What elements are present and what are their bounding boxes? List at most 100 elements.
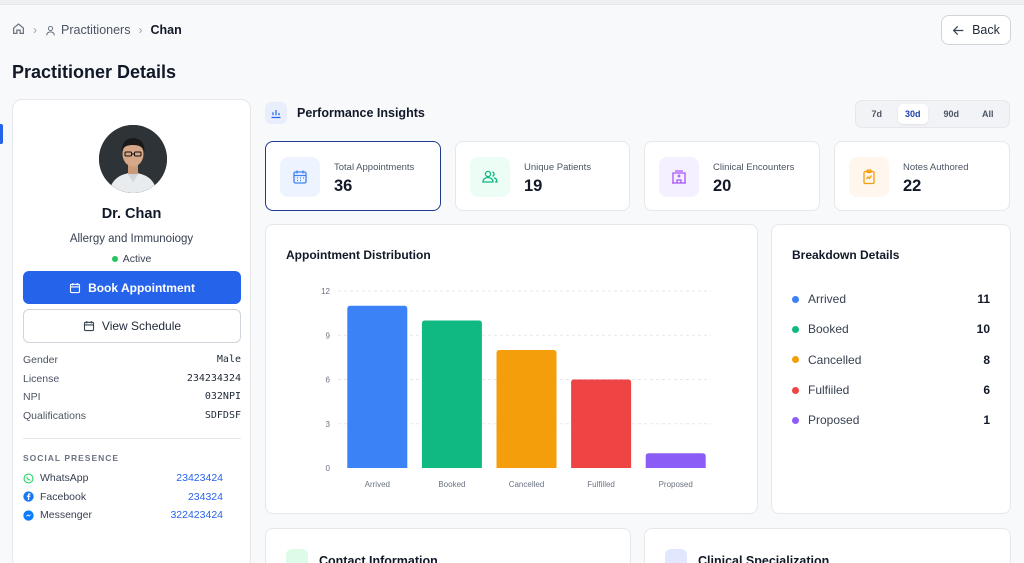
breadcrumb-practitioners[interactable]: Practitioners [45, 23, 130, 37]
stat-value: 20 [713, 177, 732, 195]
dot-icon [792, 416, 799, 424]
stat-card-total-appointments[interactable]: Total Appointments 36 [265, 141, 441, 211]
bar-arrived [347, 305, 408, 468]
x-tick-label: Booked [438, 480, 465, 489]
detail-value: 234234324 [186, 372, 241, 384]
appointment-distribution-chart: 0 3 6 9 12 Arrived Booked Cancelled Fulfilled Pro… [321, 287, 711, 489]
back-button[interactable]: Back [941, 15, 1011, 45]
stat-card-clinical-encounters[interactable]: Clinical Encounters 20 [644, 141, 820, 211]
home-icon[interactable] [12, 22, 25, 38]
avatar [99, 125, 167, 193]
performance-insights-header: Performance Insights [265, 102, 425, 124]
breakdown-details-card: Breakdown Details Arrived 11 Booked 10 Can… [771, 224, 1011, 514]
range-90d[interactable]: 90d [943, 109, 959, 119]
calendar-icon [83, 321, 94, 332]
divider [23, 438, 241, 439]
breakdown-row-proposed: Proposed 1 [792, 405, 990, 435]
y-tick-label: 0 [326, 464, 331, 473]
contact-information-card: Contact Information [265, 528, 631, 563]
status-dot-icon [111, 256, 118, 262]
chevron-right-icon: › [138, 23, 143, 37]
chart-title: Appointment Distribution [286, 248, 431, 262]
breakdown-title: Breakdown Details [792, 248, 900, 262]
detail-row-qualifications: Qualifications SDFDSF [23, 410, 241, 429]
status-label: Active [122, 253, 152, 265]
breakdown-value: 11 [977, 292, 990, 307]
breadcrumb-current: Chan [150, 23, 182, 37]
top-border [0, 0, 1024, 5]
range-all[interactable]: All [981, 109, 994, 119]
breakdown-row-cancelled: Cancelled 8 [792, 345, 990, 375]
specialization-icon [665, 549, 687, 563]
arrow-left-icon [952, 25, 964, 35]
dot-icon [792, 386, 799, 394]
breakdown-label: Fulfiiled [808, 383, 850, 398]
social-list: WhatsApp 23423424 Facebook 234324 Messen… [23, 469, 223, 525]
range-7d[interactable]: 7d [871, 109, 882, 119]
bar-fulfilled [571, 379, 632, 468]
social-row-facebook: Facebook 234324 [23, 488, 223, 507]
y-tick-label: 6 [326, 376, 331, 385]
social-presence-title: SOCIAL PRESENCE [23, 453, 120, 463]
y-tick-label: 12 [321, 287, 330, 296]
detail-label: License [23, 372, 60, 385]
dot-icon [792, 295, 799, 303]
view-schedule-button[interactable]: View Schedule [23, 309, 241, 343]
bar-cancelled [496, 350, 557, 468]
breakdown-value: 8 [983, 352, 990, 367]
social-row-messenger: Messenger 322423424 [23, 506, 223, 525]
detail-row-license: License 234234324 [23, 373, 241, 392]
breakdown-label: Cancelled [808, 352, 862, 367]
breakdown-label: Arrived [808, 292, 847, 307]
stat-label: Unique Patients [524, 162, 592, 173]
detail-value: Male [216, 354, 241, 365]
detail-value: 032NPI [204, 391, 241, 403]
breakdown-row-arrived: Arrived 11 [792, 284, 990, 314]
facebook-icon [23, 491, 34, 502]
hospital-icon [659, 157, 699, 197]
stat-label: Clinical Encounters [713, 162, 795, 173]
calendar-icon [70, 282, 81, 293]
time-range-selector: 7d 30d 90d All [855, 100, 1010, 128]
facebook-link[interactable]: 234324 [187, 490, 223, 503]
contact-information-title: Contact Information [319, 554, 438, 563]
performance-insights-title: Performance Insights [297, 106, 425, 120]
breakdown-value: 1 [983, 413, 990, 428]
messenger-link[interactable]: 322423424 [170, 509, 223, 522]
breadcrumb: › Practitioners › Chan [12, 22, 182, 38]
breakdown-row-fulfilled: Fulfiiled 6 [792, 375, 990, 405]
practitioner-details: Gender Male License 234234324 NPI 032NPI Qu… [23, 354, 241, 428]
book-appointment-button[interactable]: Book Appointment [23, 271, 241, 304]
chevron-right-icon: › [33, 23, 37, 37]
breakdown-row-booked: Booked 10 [792, 314, 990, 344]
practitioner-specialty: Allergy and Immunoiogy [69, 233, 194, 245]
range-30d[interactable]: 30d [897, 104, 928, 124]
clinical-specialization-card: Clinical Specialization [644, 528, 1011, 563]
practitioner-name: Dr. Chan [101, 206, 162, 222]
y-tick-label: 9 [326, 331, 331, 340]
social-name: WhatsApp [40, 472, 89, 485]
appointment-distribution-card: Appointment Distribution 0 3 6 9 12 Arrived Bo… [265, 224, 758, 514]
x-tick-label: Proposed [659, 480, 693, 489]
users-icon [470, 157, 510, 197]
clipboard-icon [849, 157, 889, 197]
stat-card-unique-patients[interactable]: Unique Patients 19 [455, 141, 630, 211]
detail-label: Gender [23, 354, 59, 366]
detail-row-npi: NPI 032NPI [23, 391, 241, 410]
stat-value: 22 [903, 177, 922, 195]
x-tick-label: Arrived [365, 480, 390, 489]
social-row-whatsapp: WhatsApp 23423424 [23, 469, 223, 488]
whatsapp-link[interactable]: 23423424 [176, 472, 223, 485]
bar-proposed [645, 453, 706, 468]
sidebar-active-indicator [0, 124, 3, 144]
page-title: Practitioner Details [12, 62, 177, 82]
dot-icon [792, 325, 799, 333]
y-tick-label: 3 [326, 420, 331, 429]
profile-card: Dr. Chan Allergy and Immunoiogy Active B… [12, 99, 251, 563]
bar-booked [421, 320, 482, 468]
stat-card-notes-authored[interactable]: Notes Authored 22 [834, 141, 1010, 211]
x-tick-label: Cancelled [509, 480, 545, 489]
status-badge: Active [13, 253, 250, 265]
detail-label: NPI [23, 391, 41, 404]
stat-value: 36 [334, 177, 353, 195]
